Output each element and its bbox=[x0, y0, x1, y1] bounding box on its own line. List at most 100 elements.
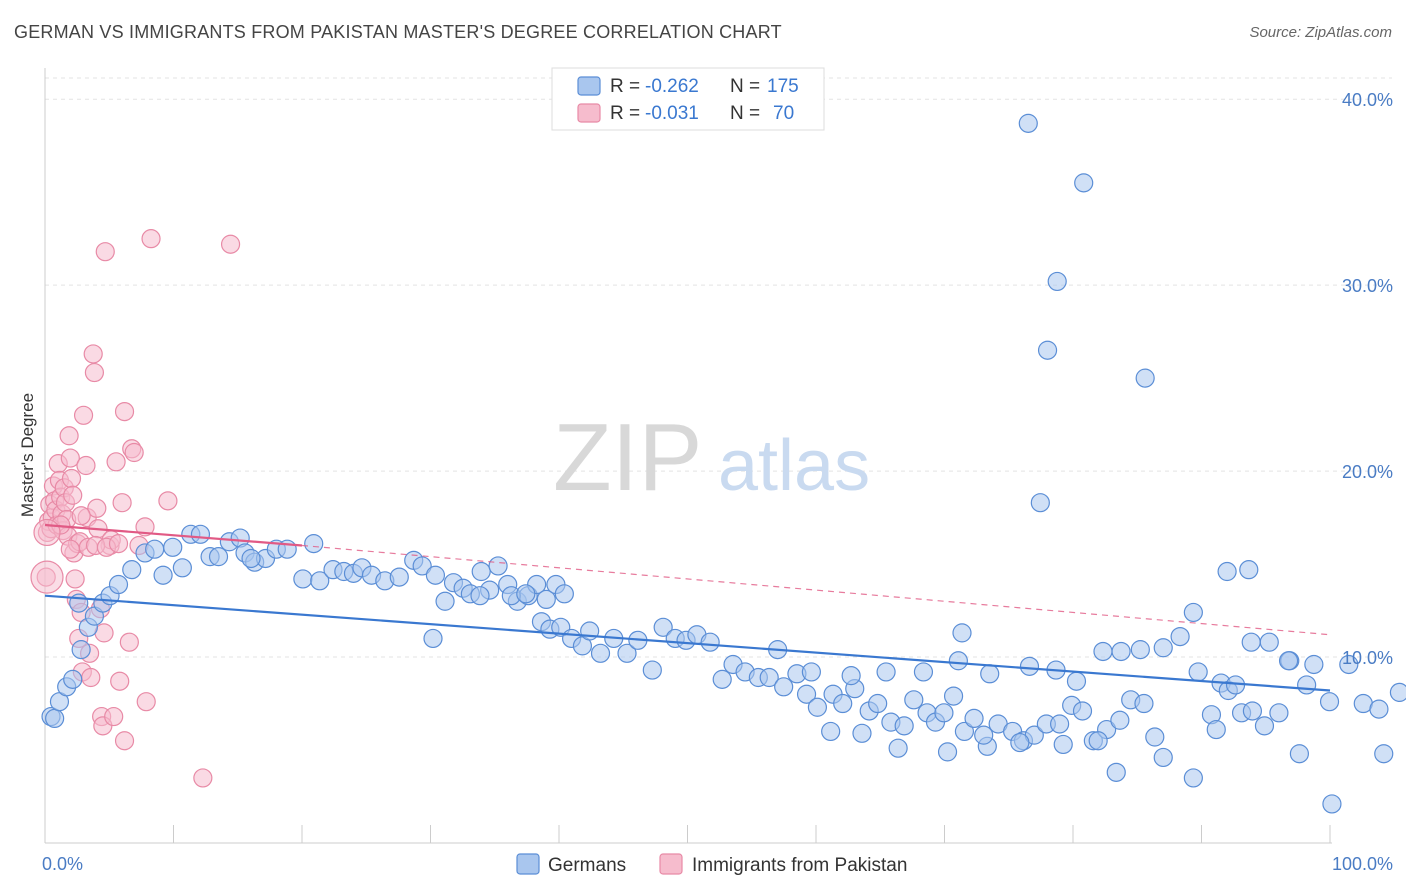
point-germans bbox=[1278, 651, 1299, 671]
point-pakistan bbox=[71, 506, 91, 526]
watermark-zip: ZIP bbox=[553, 404, 702, 511]
point-germans bbox=[590, 643, 611, 663]
point-germans bbox=[1374, 744, 1394, 764]
watermark: ZIP atlas bbox=[553, 404, 870, 511]
point-germans bbox=[1111, 641, 1131, 662]
point-pakistan bbox=[112, 493, 132, 513]
point-pakistan bbox=[141, 229, 161, 249]
point-germans bbox=[190, 524, 211, 544]
point-germans bbox=[852, 723, 872, 743]
legend-stats: R = -0.262 N = 175 R = -0.031 N = 70 bbox=[551, 67, 825, 131]
point-germans bbox=[1134, 693, 1154, 714]
point-germans bbox=[470, 586, 490, 606]
point-germans bbox=[894, 716, 914, 736]
point-pakistan bbox=[158, 491, 178, 511]
point-germans bbox=[821, 721, 841, 742]
legend-label-pakistan: Immigrants from Pakistan bbox=[692, 855, 907, 876]
x-tick-label: 0.0% bbox=[42, 854, 83, 874]
point-germans bbox=[1019, 656, 1040, 676]
legend-label-germans: Germans bbox=[548, 855, 626, 876]
point-germans bbox=[45, 708, 65, 729]
legend-stats-n-label: N = bbox=[730, 103, 760, 124]
point-germans bbox=[1289, 744, 1310, 764]
point-germans bbox=[1183, 602, 1203, 623]
watermark-atlas: atlas bbox=[718, 426, 870, 506]
trend-lines bbox=[44, 523, 1331, 692]
legend-stats-r-value: -0.262 bbox=[645, 76, 699, 97]
point-germans bbox=[796, 684, 817, 704]
point-germans bbox=[1259, 632, 1279, 652]
point-pakistan bbox=[84, 362, 105, 383]
point-germans bbox=[1304, 654, 1324, 675]
point-germans bbox=[1093, 641, 1113, 662]
point-germans bbox=[1389, 682, 1406, 702]
point-germans bbox=[617, 643, 637, 663]
point-germans bbox=[293, 569, 313, 589]
point-germans bbox=[1135, 368, 1155, 388]
point-germans bbox=[934, 703, 954, 723]
y-tick-labels: 10.0% 20.0% 30.0% 40.0% bbox=[1342, 90, 1393, 668]
point-germans bbox=[1153, 747, 1173, 768]
legend: Germans Immigrants from Pakistan bbox=[516, 853, 907, 876]
point-germans bbox=[1037, 340, 1058, 360]
point-germans bbox=[241, 548, 261, 569]
legend-stats-n-label: N = bbox=[730, 76, 760, 97]
point-germans bbox=[1030, 493, 1050, 513]
point-germans bbox=[1254, 716, 1275, 736]
point-germans bbox=[1297, 675, 1317, 695]
point-germans bbox=[937, 742, 958, 762]
point-germans bbox=[974, 725, 994, 745]
legend-stats-r-value: -0.031 bbox=[645, 103, 699, 124]
y-tick-label: 20.0% bbox=[1342, 462, 1393, 482]
point-germans bbox=[841, 666, 861, 686]
point-pakistan bbox=[60, 448, 80, 468]
point-pakistan bbox=[61, 468, 82, 489]
point-germans bbox=[71, 640, 91, 660]
point-germans bbox=[122, 560, 142, 580]
x-tick-label: 100.0% bbox=[1332, 854, 1393, 874]
chart-source: Source: ZipAtlas.com bbox=[1249, 24, 1392, 41]
legend-stats-r-label: R = bbox=[610, 76, 640, 97]
point-germans bbox=[1066, 671, 1087, 691]
trendline-pakistan bbox=[44, 523, 303, 547]
point-germans bbox=[1319, 692, 1340, 712]
point-germans bbox=[153, 565, 173, 585]
point-pakistan bbox=[87, 498, 107, 518]
point-germans bbox=[642, 660, 662, 680]
point-germans bbox=[435, 591, 455, 611]
point-germans bbox=[425, 565, 446, 585]
point-germans bbox=[1183, 768, 1203, 788]
point-germans bbox=[1369, 699, 1389, 719]
x-tick-labels: 0.0% 100.0% bbox=[42, 854, 1393, 874]
point-germans bbox=[1217, 561, 1237, 582]
point-pakistan bbox=[114, 731, 135, 751]
point-germans bbox=[1072, 701, 1093, 721]
point-germans bbox=[954, 721, 975, 742]
point-germans bbox=[980, 664, 1000, 684]
series-germans bbox=[41, 113, 1406, 814]
legend-swatch-pakistan bbox=[659, 853, 683, 875]
point-germans bbox=[943, 686, 964, 706]
point-pakistan bbox=[106, 452, 126, 472]
legend-swatch-germans bbox=[516, 853, 540, 875]
point-pakistan bbox=[95, 242, 115, 262]
point-pakistan bbox=[110, 671, 130, 691]
point-germans bbox=[801, 662, 821, 682]
point-germans bbox=[1269, 703, 1289, 723]
trendline-pakistan-extended bbox=[301, 544, 1331, 636]
point-germans bbox=[948, 651, 968, 671]
point-germans bbox=[516, 584, 536, 604]
point-germans bbox=[700, 632, 720, 652]
point-germans bbox=[1206, 719, 1226, 740]
point-germans bbox=[807, 697, 828, 717]
point-germans bbox=[1018, 113, 1038, 133]
point-germans bbox=[1322, 794, 1342, 814]
point-germans bbox=[1239, 560, 1259, 580]
point-pakistan bbox=[65, 569, 85, 589]
point-germans bbox=[1110, 710, 1130, 730]
point-germans bbox=[412, 556, 432, 576]
point-germans bbox=[653, 617, 673, 637]
point-germans bbox=[759, 667, 779, 688]
